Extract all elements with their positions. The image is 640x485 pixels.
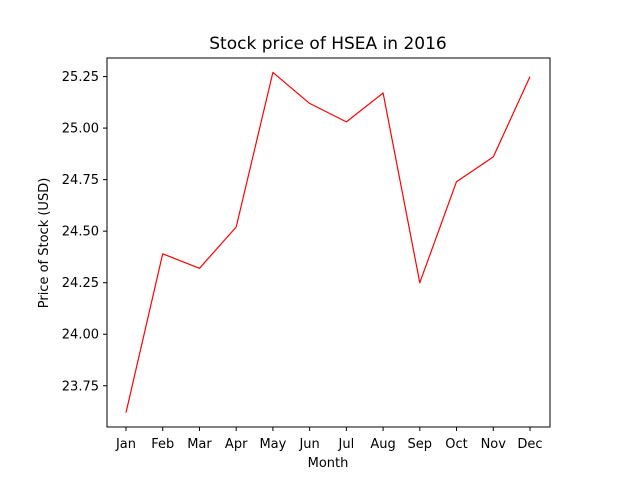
x-tick-label: Feb — [151, 437, 174, 452]
series-line — [125, 71, 531, 413]
x-tick-label: Aug — [370, 437, 395, 452]
y-tick-label: 24.00 — [62, 328, 99, 343]
x-tick-label: May — [259, 437, 286, 452]
x-tick-label: Jan — [115, 437, 136, 452]
x-tick-label: Jun — [298, 437, 319, 452]
x-axis-label: Month — [308, 456, 349, 471]
y-tick-label: 24.25 — [62, 276, 99, 291]
y-tick-label: 24.75 — [62, 173, 99, 188]
series-layer — [125, 71, 531, 413]
x-tick-label: Mar — [187, 437, 212, 452]
chart-title: Stock price of HSEA in 2016 — [209, 34, 446, 54]
y-tick-label: 23.75 — [62, 379, 99, 394]
x-tick-label: Sep — [408, 437, 433, 452]
x-tick-label: Nov — [481, 437, 507, 452]
y-tick-label: 24.50 — [62, 225, 99, 240]
y-tick-label: 25.25 — [62, 70, 99, 85]
x-tick-label: Oct — [445, 437, 467, 452]
y-axis-label: Price of Stock (USD) — [37, 178, 52, 309]
y-axis-ticks: 23.75 24.00 24.25 24.50 24.75 25.00 25.25 — [62, 70, 107, 394]
plot-area-frame — [106, 57, 551, 428]
y-tick-label: 25.00 — [62, 122, 99, 137]
x-axis-ticks: Jan Feb Mar Apr May Jun Jul Aug Sep Oct Nov Dec — [115, 427, 543, 452]
x-tick-label: Jul — [338, 437, 355, 452]
x-tick-label: Apr — [225, 437, 248, 452]
x-tick-label: Dec — [517, 437, 542, 452]
